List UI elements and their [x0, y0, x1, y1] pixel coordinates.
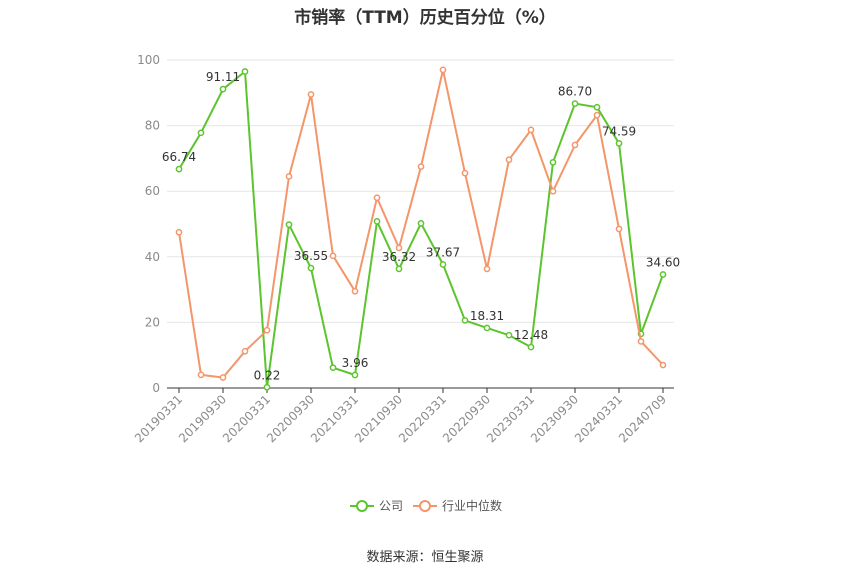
y-tick-label: 20 — [145, 315, 160, 329]
data-point[interactable] — [593, 111, 601, 119]
data-point[interactable] — [637, 338, 645, 345]
data-point[interactable] — [615, 139, 623, 147]
data-label: 66.74 — [162, 150, 196, 164]
data-point[interactable] — [175, 165, 183, 173]
data-point[interactable] — [307, 264, 315, 272]
data-point[interactable] — [549, 187, 557, 195]
data-point[interactable] — [307, 91, 315, 98]
data-point[interactable] — [483, 324, 491, 332]
data-point[interactable] — [527, 126, 535, 134]
y-tick-label: 0 — [152, 381, 160, 395]
y-tick-label: 40 — [145, 250, 160, 264]
legend-label[interactable]: 行业中位数 — [442, 498, 502, 513]
data-point[interactable] — [373, 218, 381, 225]
data-point[interactable] — [263, 326, 271, 334]
data-point[interactable] — [659, 271, 667, 278]
data-point[interactable] — [175, 228, 183, 236]
x-tick-label: 20240709 — [616, 392, 669, 445]
data-point[interactable] — [417, 219, 425, 227]
data-point[interactable] — [351, 287, 359, 295]
legend-label[interactable]: 公司 — [379, 499, 403, 513]
data-point[interactable] — [285, 173, 293, 180]
series-line-company — [178, 70, 664, 389]
data-point[interactable] — [329, 252, 337, 260]
data-label: 36.55 — [294, 249, 328, 263]
data-point[interactable] — [263, 383, 271, 391]
data-point[interactable] — [527, 343, 535, 351]
data-point[interactable] — [461, 317, 469, 324]
data-point[interactable] — [461, 169, 469, 177]
data-label: 34.60 — [646, 256, 680, 270]
data-label: 91.11 — [206, 70, 240, 84]
data-label: 74.59 — [602, 124, 636, 138]
data-point[interactable] — [417, 163, 425, 170]
data-point[interactable] — [395, 244, 403, 252]
data-point[interactable] — [615, 225, 623, 233]
data-point[interactable] — [395, 265, 403, 273]
data-point[interactable] — [241, 347, 249, 355]
y-tick-label: 80 — [145, 119, 160, 133]
legend-marker[interactable] — [419, 500, 431, 512]
data-point[interactable] — [373, 194, 381, 202]
data-source: 数据来源：恒生聚源 — [366, 550, 484, 565]
data-point[interactable] — [329, 364, 337, 372]
legend-marker[interactable] — [356, 500, 368, 512]
data-label: 3.96 — [342, 356, 369, 370]
data-point[interactable] — [219, 85, 227, 93]
data-point[interactable] — [593, 103, 601, 111]
data-point[interactable] — [571, 141, 579, 149]
data-point[interactable] — [549, 158, 557, 166]
data-point[interactable] — [505, 156, 513, 164]
data-label: 86.70 — [558, 85, 592, 99]
data-label: 36.32 — [382, 250, 416, 264]
data-point[interactable] — [483, 265, 491, 273]
data-point[interactable] — [505, 331, 513, 339]
chart-title: 市销率（TTM）历史百分位（%） — [294, 8, 556, 28]
data-point[interactable] — [351, 371, 359, 379]
data-point[interactable] — [197, 371, 205, 379]
data-label: 18.31 — [470, 309, 504, 323]
data-point[interactable] — [571, 100, 579, 107]
data-point[interactable] — [659, 361, 667, 369]
data-point[interactable] — [439, 66, 447, 74]
data-label: 37.67 — [426, 245, 460, 259]
data-label: 12.48 — [514, 328, 548, 342]
data-label: 0.22 — [254, 368, 281, 382]
data-point[interactable] — [285, 221, 293, 229]
data-point[interactable] — [219, 374, 227, 381]
y-tick-label: 60 — [145, 184, 160, 198]
data-point[interactable] — [197, 129, 205, 137]
data-point[interactable] — [439, 261, 447, 268]
y-tick-label: 100 — [137, 53, 160, 67]
data-point[interactable] — [241, 68, 249, 75]
